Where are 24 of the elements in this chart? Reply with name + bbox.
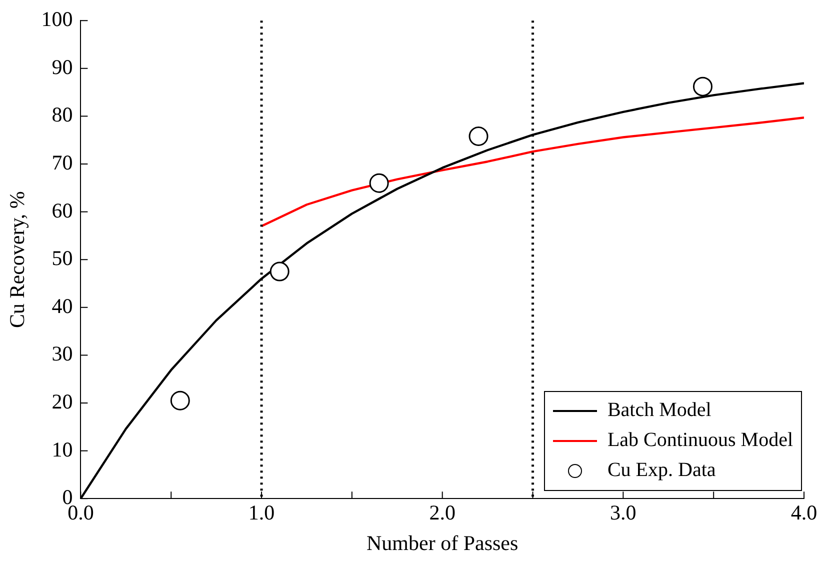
y-tick-label: 30 xyxy=(52,342,73,366)
y-tick-label: 60 xyxy=(52,198,73,222)
legend-label: Batch Model xyxy=(607,399,712,422)
point xyxy=(170,390,190,410)
point xyxy=(270,262,290,282)
y-tick-label: 20 xyxy=(52,390,73,414)
point xyxy=(692,76,712,96)
y-tick-label: 50 xyxy=(52,246,73,270)
y-axis-title: Cu Recovery, % xyxy=(5,191,30,328)
point xyxy=(468,126,488,146)
point xyxy=(369,173,389,193)
x-tick-label: 4.0 xyxy=(790,500,818,525)
y-tick-label: 40 xyxy=(52,294,73,318)
legend-label: Cu Exp. Data xyxy=(607,459,716,482)
y-tick-label: 70 xyxy=(52,150,73,175)
y-tick-label: 100 xyxy=(41,7,73,32)
x-tick-label: 2.0 xyxy=(429,500,456,525)
x-tick-label: 1.0 xyxy=(248,500,275,525)
legend-label: Lab Continuous Model xyxy=(607,429,793,452)
y-tick-label: 90 xyxy=(52,54,73,79)
y-tick-label: 10 xyxy=(52,437,73,462)
y-tick-label: 80 xyxy=(52,102,73,127)
x-tick-label: 3.0 xyxy=(610,500,636,525)
x-axis-title: Number of Passes xyxy=(366,530,518,555)
